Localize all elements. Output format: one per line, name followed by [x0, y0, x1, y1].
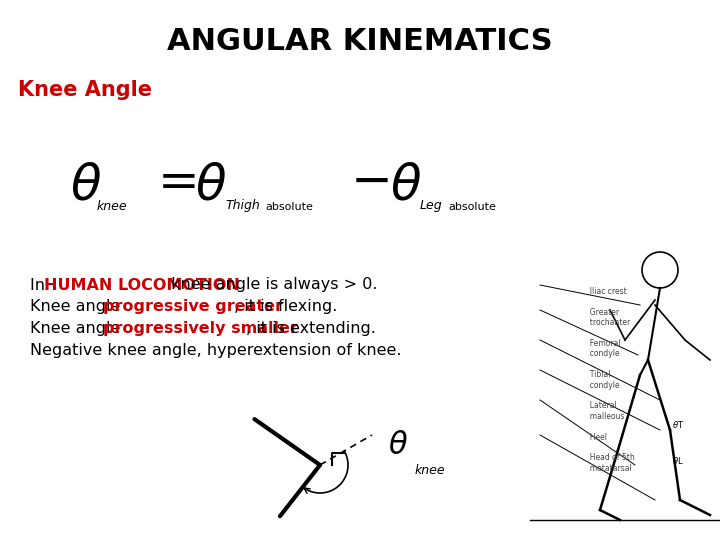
Text: $\theta$L: $\theta$L	[672, 455, 684, 465]
Text: Knee angle: Knee angle	[30, 321, 125, 336]
Text: In: In	[30, 278, 50, 293]
Text: Thigh: Thigh	[225, 199, 260, 212]
Text: , it is flexing.: , it is flexing.	[234, 300, 338, 314]
Text: $=$: $=$	[148, 157, 197, 205]
Text: ANGULAR KINEMATICS: ANGULAR KINEMATICS	[167, 28, 553, 57]
Text: Negative knee angle, hyperextension of knee.: Negative knee angle, hyperextension of k…	[30, 343, 402, 359]
Text: $\theta$: $\theta$	[70, 161, 102, 209]
Text: , it is extending.: , it is extending.	[246, 321, 376, 336]
Text: $\theta$: $\theta$	[388, 430, 408, 460]
Text: absolute: absolute	[265, 202, 313, 212]
Text: HUMAN LOCOMOTION: HUMAN LOCOMOTION	[44, 278, 240, 293]
Text: progressive greater: progressive greater	[103, 300, 283, 314]
Text: $-$: $-$	[350, 157, 389, 205]
Text: progressively smaller: progressively smaller	[103, 321, 298, 336]
Text: $\theta$T: $\theta$T	[672, 420, 684, 430]
Text: knee: knee	[415, 463, 446, 476]
Text: knee angle is always > 0.: knee angle is always > 0.	[166, 278, 377, 293]
Text: absolute: absolute	[448, 202, 496, 212]
Text: Leg: Leg	[420, 199, 443, 212]
Text: Iliac crest

  Greater
  trochanter

  Femoral
  condyle

  Tibial
  condyle

  : Iliac crest Greater trochanter Femoral c…	[585, 287, 635, 473]
Text: $\theta$: $\theta$	[195, 161, 227, 209]
Text: $\theta$: $\theta$	[390, 161, 422, 209]
Text: knee: knee	[97, 200, 127, 213]
Text: Knee Angle: Knee Angle	[18, 80, 152, 100]
Text: Knee angle: Knee angle	[30, 300, 125, 314]
